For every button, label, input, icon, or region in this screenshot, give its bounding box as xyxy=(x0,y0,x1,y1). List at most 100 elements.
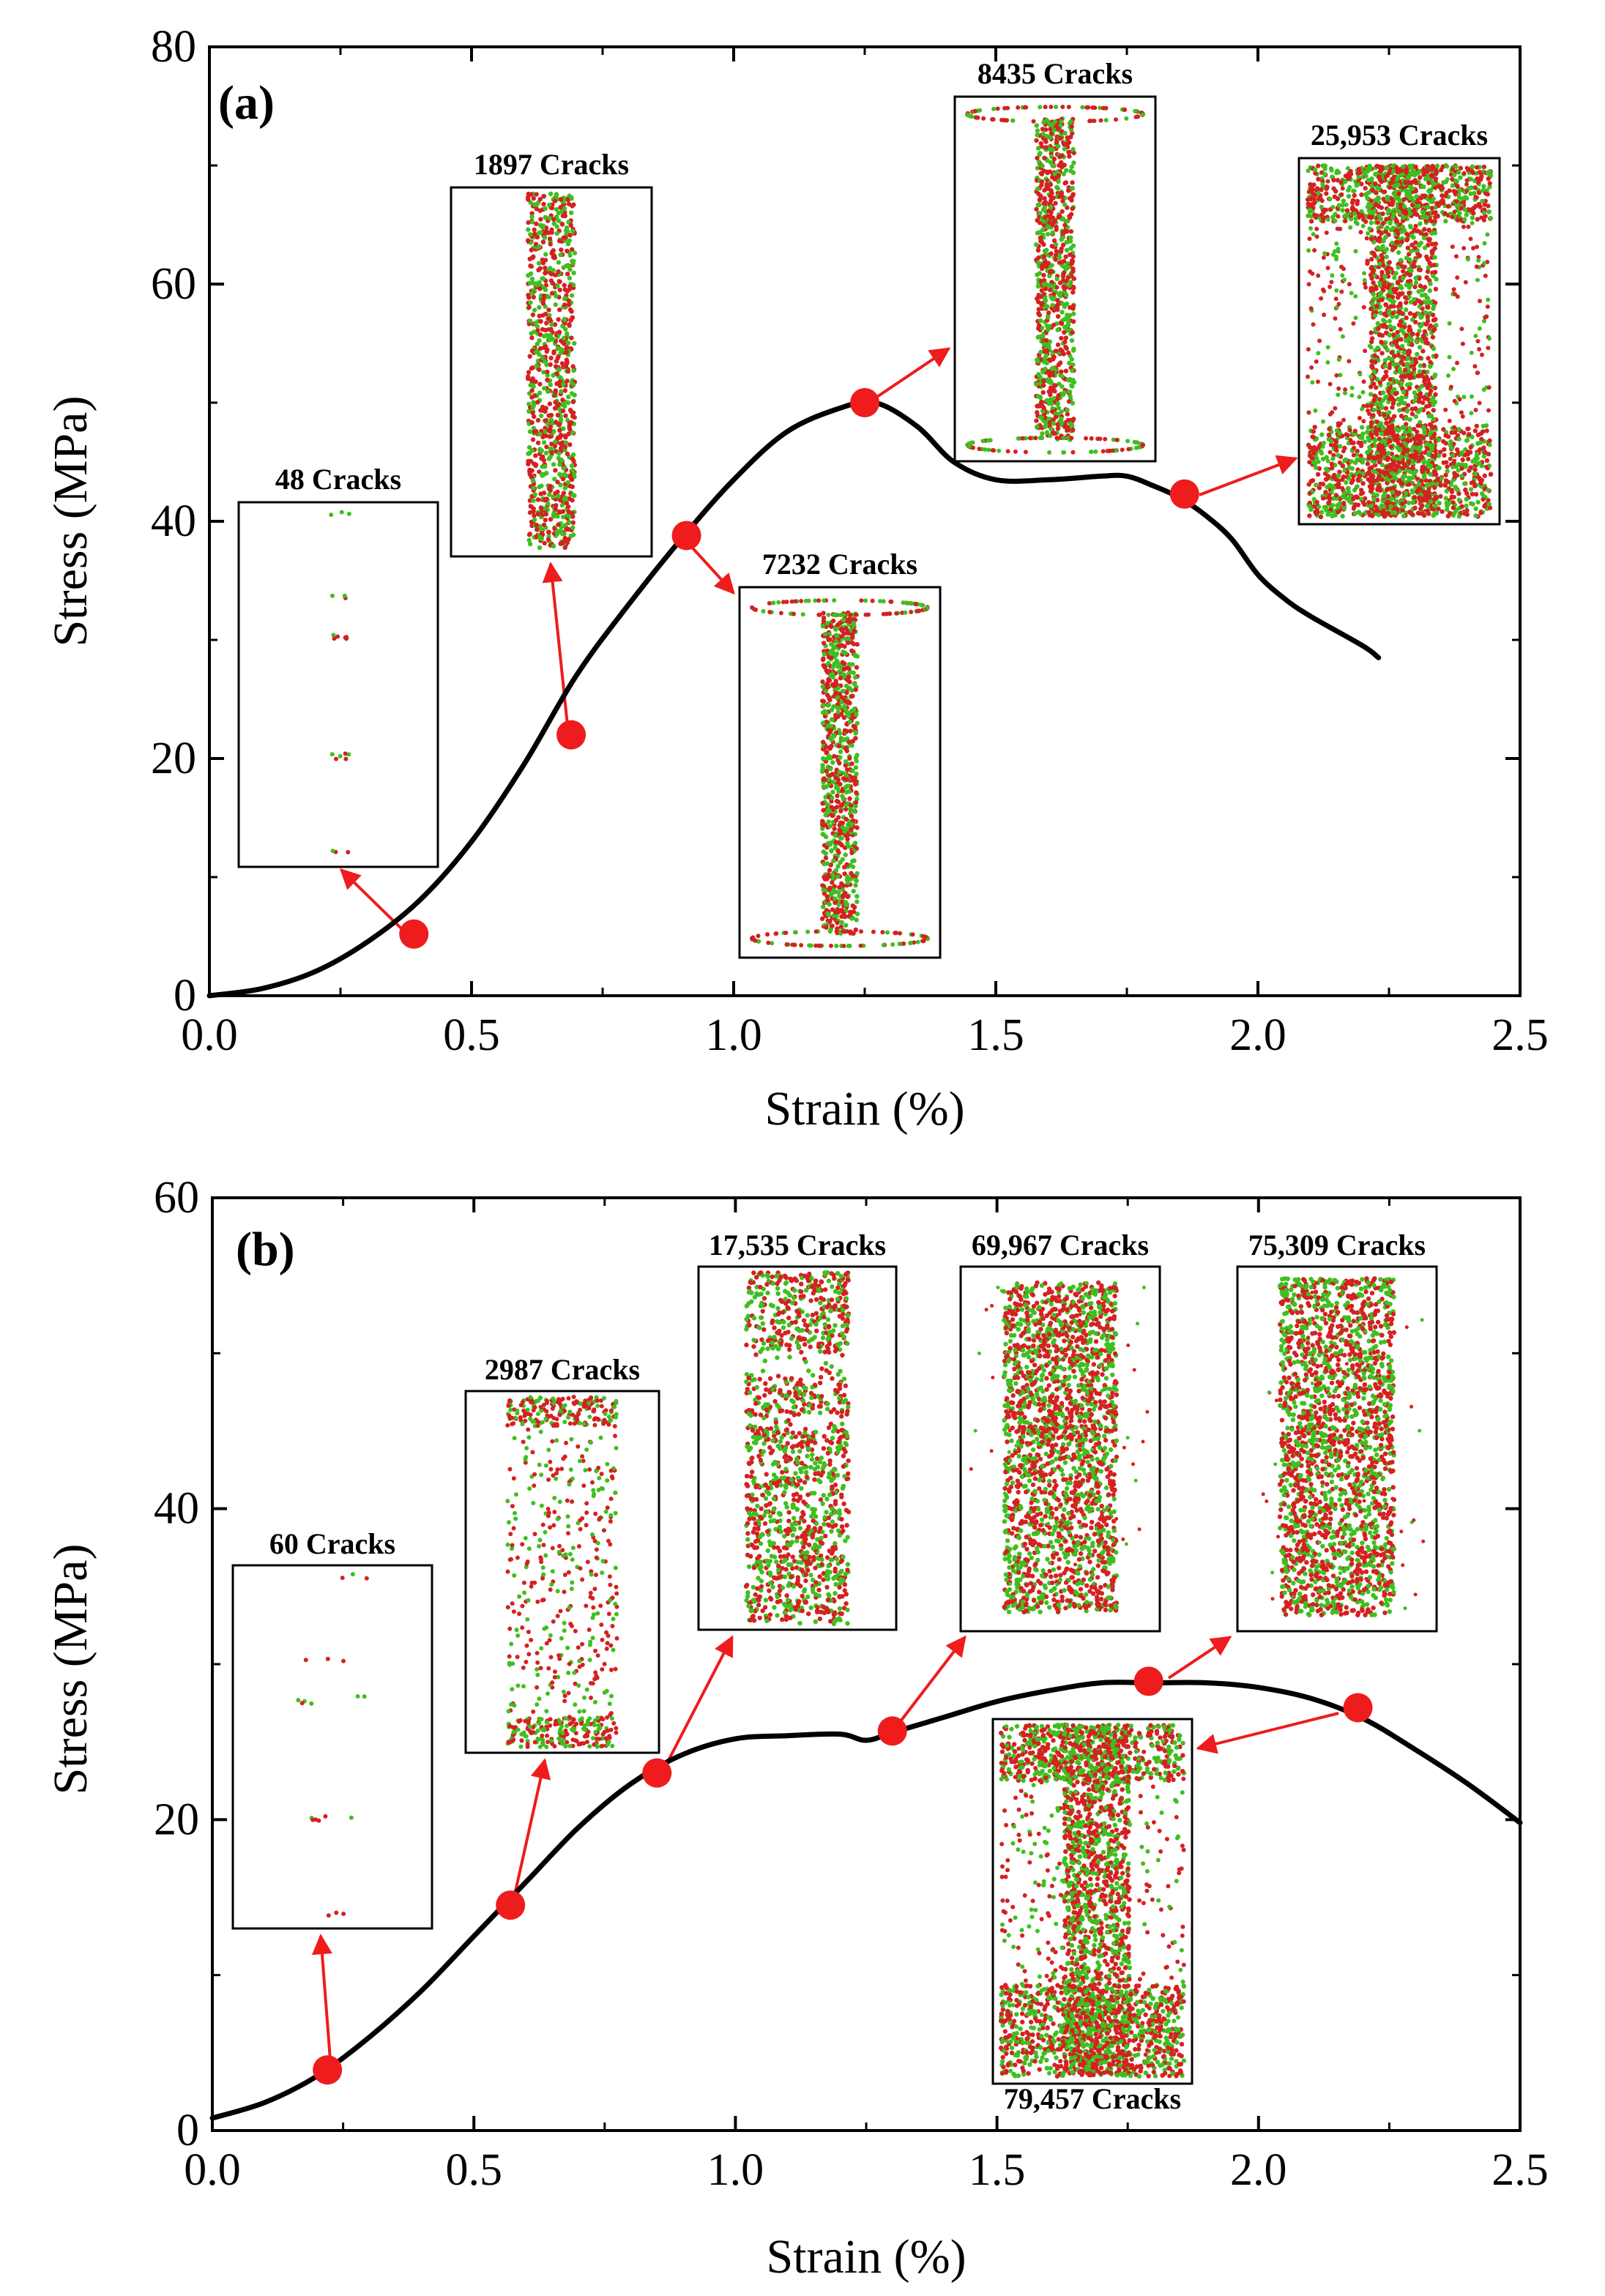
crack-dot xyxy=(1068,135,1073,140)
crack-dot xyxy=(836,743,842,749)
crack-dot xyxy=(554,420,559,425)
crack-dot xyxy=(849,693,854,699)
crack-dot xyxy=(1458,175,1463,180)
crack-dot xyxy=(1383,229,1389,234)
crack-dot xyxy=(1038,374,1043,379)
crack-dot xyxy=(846,674,852,679)
crack-dot xyxy=(1450,183,1456,188)
crack-dot xyxy=(833,683,838,688)
crack-dot xyxy=(908,940,913,945)
crack-dot xyxy=(1056,144,1061,149)
crack-dot xyxy=(1396,265,1401,270)
crack-dot xyxy=(920,939,926,944)
crack-dot xyxy=(1417,369,1423,374)
crack-dot xyxy=(1054,105,1059,109)
crack-dot xyxy=(330,593,335,598)
crack-dot xyxy=(551,349,556,354)
crack-dot xyxy=(1416,387,1422,392)
crack-dot xyxy=(842,829,847,834)
crack-dot xyxy=(1389,350,1394,355)
crack-dot xyxy=(844,690,849,696)
crack-dot xyxy=(533,320,538,326)
crack-dot xyxy=(1067,154,1072,159)
crack-dot xyxy=(547,429,553,434)
crack-dot xyxy=(1047,269,1053,275)
crack-dot xyxy=(1415,199,1420,205)
crack-dot xyxy=(1061,436,1066,440)
crack-dot xyxy=(1063,254,1068,259)
crack-dot xyxy=(1394,379,1400,384)
crack-dot xyxy=(1368,236,1374,242)
crack-dot xyxy=(1049,215,1054,220)
crack-dot xyxy=(974,115,979,120)
crack-dot xyxy=(1413,357,1418,362)
crack-dot xyxy=(1036,323,1042,328)
crack-dot xyxy=(532,513,537,518)
crack-dot xyxy=(1386,381,1391,387)
crack-dot xyxy=(1379,277,1384,282)
crack-dot xyxy=(1400,275,1406,281)
crack-dot xyxy=(1407,500,1412,506)
crack-dot xyxy=(1415,351,1420,357)
crack-dot xyxy=(1386,265,1391,270)
crack-dot xyxy=(1039,415,1044,420)
crack-dot xyxy=(551,221,556,226)
crack-dot xyxy=(570,525,576,530)
inset-label: 25,953 Cracks xyxy=(1311,119,1488,152)
crack-dot xyxy=(783,931,789,936)
crack-dot xyxy=(1410,488,1415,493)
crack-dot xyxy=(1385,450,1391,456)
crack-dot xyxy=(1070,206,1075,212)
crack-dot xyxy=(1037,202,1042,208)
crack-dot xyxy=(1042,356,1047,361)
crack-dot xyxy=(972,108,977,113)
crack-dot xyxy=(1424,374,1429,380)
crack-dot xyxy=(893,931,898,936)
crack-dot xyxy=(1394,314,1399,320)
crack-dot xyxy=(1066,350,1071,356)
crack-dot xyxy=(1422,245,1428,250)
crack-dot xyxy=(1051,421,1057,426)
crack-dot xyxy=(556,218,561,223)
crack-dot xyxy=(1424,300,1429,305)
crack-dot xyxy=(1407,206,1412,212)
crack-dot xyxy=(1442,211,1448,216)
crack-dot xyxy=(1412,301,1418,306)
crack-dot xyxy=(565,241,571,247)
crack-dot xyxy=(571,270,576,275)
crack-dot xyxy=(1048,287,1053,293)
crack-dot xyxy=(843,807,849,812)
crack-dot xyxy=(848,807,853,812)
crack-dot xyxy=(554,224,559,229)
crack-dot xyxy=(1061,231,1066,236)
crack-dot xyxy=(543,418,548,423)
crack-dot xyxy=(766,940,771,945)
crack-dot xyxy=(530,478,536,483)
crack-dot xyxy=(1399,381,1404,386)
crack-dot xyxy=(1391,211,1396,217)
crack-dot xyxy=(1443,218,1448,224)
crack-dot xyxy=(1060,105,1065,109)
crack-dot xyxy=(1080,105,1085,110)
crack-dot xyxy=(1044,133,1049,139)
crack-dot xyxy=(535,417,541,423)
crack-dot xyxy=(526,409,532,414)
crack-dot xyxy=(1064,239,1069,245)
crack-dot xyxy=(1366,201,1371,206)
crack-dot xyxy=(841,929,846,933)
crack-dot xyxy=(554,503,559,508)
crack-dot xyxy=(544,471,549,476)
crack-dot xyxy=(1098,118,1103,123)
crack-dot xyxy=(1377,409,1382,414)
crack-dot xyxy=(1066,378,1071,383)
crack-dot xyxy=(1042,155,1047,160)
crack-dot xyxy=(1320,218,1326,224)
crack-dot xyxy=(1476,190,1482,195)
crack-dot xyxy=(1046,119,1051,124)
crack-dot xyxy=(1488,215,1494,221)
crack-dot xyxy=(1050,147,1056,152)
crack-dot xyxy=(570,399,576,405)
crack-dot xyxy=(1044,247,1049,253)
crack-dot xyxy=(1387,308,1392,313)
crack-dot xyxy=(1059,119,1064,124)
